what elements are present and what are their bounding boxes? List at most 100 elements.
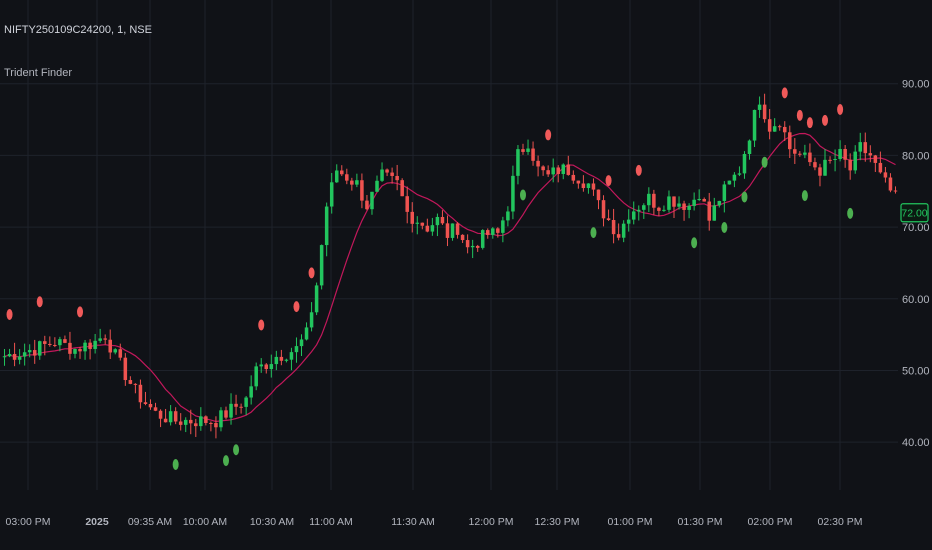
candle-body bbox=[742, 154, 747, 174]
candle-body bbox=[460, 234, 465, 241]
candle-body bbox=[234, 403, 238, 407]
candle-body bbox=[606, 218, 611, 221]
candle-body bbox=[299, 339, 304, 347]
candle-body bbox=[833, 158, 837, 160]
candle-body bbox=[239, 406, 243, 408]
candle-body bbox=[712, 205, 717, 221]
x-tick-label: 10:00 AM bbox=[183, 516, 227, 528]
candle-body bbox=[88, 342, 92, 349]
indicator-label[interactable]: Trident Finder bbox=[4, 67, 73, 79]
sell-signal-marker bbox=[77, 306, 84, 318]
candle-body bbox=[319, 245, 324, 286]
candle-body bbox=[334, 170, 339, 183]
candle-body bbox=[586, 183, 591, 189]
buy-signal-marker bbox=[721, 221, 728, 233]
candle-body bbox=[652, 193, 656, 208]
x-tick-label: 09:35 AM bbox=[128, 516, 172, 528]
sell-signal-marker bbox=[781, 87, 788, 99]
candle-body bbox=[445, 223, 450, 238]
candle-body bbox=[803, 152, 807, 155]
candle-body bbox=[465, 240, 470, 248]
candle-body bbox=[37, 341, 42, 356]
y-tick-label: 60.00 bbox=[902, 294, 930, 306]
candle-body bbox=[571, 174, 576, 181]
y-tick-label: 80.00 bbox=[902, 150, 930, 162]
candle-body bbox=[450, 223, 455, 238]
candle-body bbox=[420, 222, 425, 226]
candle-body bbox=[53, 344, 57, 346]
candle-body bbox=[531, 148, 535, 161]
candle-body bbox=[757, 104, 762, 110]
candle-body bbox=[219, 410, 223, 428]
y-axis[interactable]: 40.00 50.00 60.00 70.00 80.00 90.00 bbox=[902, 79, 930, 449]
candle-body bbox=[566, 164, 571, 175]
candle-body bbox=[858, 142, 863, 152]
x-axis[interactable]: 03:00 PM 2025 09:35 AM 10:00 AM 10:30 AM 11:0… bbox=[6, 516, 863, 528]
sell-signal-marker bbox=[36, 296, 43, 308]
candle-body bbox=[7, 353, 12, 357]
candle-body bbox=[727, 180, 732, 185]
candle-body bbox=[183, 419, 188, 425]
candle-body bbox=[27, 350, 32, 353]
candle-body bbox=[541, 166, 545, 171]
candle-body bbox=[818, 167, 822, 176]
buy-signal-marker bbox=[172, 459, 179, 471]
candle-body bbox=[581, 183, 586, 189]
sell-signal-marker bbox=[837, 104, 844, 116]
x-tick-label: 11:00 AM bbox=[309, 516, 353, 528]
candle-body bbox=[385, 169, 389, 173]
candle-body bbox=[621, 223, 626, 238]
sell-signal-marker bbox=[258, 319, 265, 331]
x-tick-label: 02:30 PM bbox=[818, 516, 863, 528]
candle-body bbox=[229, 403, 233, 418]
candle-body bbox=[138, 384, 143, 403]
y-tick-label: 90.00 bbox=[902, 79, 930, 91]
candle-body bbox=[12, 353, 17, 360]
buy-signal-marker bbox=[741, 191, 748, 203]
candle-body bbox=[697, 198, 701, 200]
candle-body bbox=[324, 206, 329, 246]
candle-body bbox=[194, 423, 198, 427]
x-tick-label: 01:30 PM bbox=[678, 516, 723, 528]
candle-body bbox=[848, 159, 852, 171]
candle-body bbox=[58, 339, 62, 346]
buy-signal-marker bbox=[691, 237, 698, 249]
sell-signal-marker bbox=[545, 129, 552, 141]
candle-body bbox=[340, 170, 344, 175]
candle-body bbox=[863, 142, 868, 154]
symbol-title[interactable]: NIFTY250109C24200, 1, NSE bbox=[4, 24, 152, 36]
candle-body bbox=[350, 180, 354, 185]
candle-body bbox=[642, 205, 646, 210]
candle-body bbox=[576, 180, 581, 184]
candle-body bbox=[153, 407, 158, 411]
candle-body bbox=[662, 209, 666, 211]
candle-body bbox=[496, 228, 500, 233]
candle-body bbox=[843, 148, 847, 160]
candle-body bbox=[868, 153, 873, 156]
candle-body bbox=[158, 410, 163, 419]
candle-body bbox=[823, 159, 827, 176]
candle-body bbox=[788, 132, 792, 150]
candle-body bbox=[329, 182, 334, 207]
candle-body bbox=[48, 343, 52, 345]
candle-body bbox=[2, 356, 7, 358]
buy-signal-marker bbox=[761, 156, 768, 168]
candle-body bbox=[480, 230, 485, 248]
candle-body bbox=[22, 352, 27, 357]
candle-body bbox=[687, 205, 691, 210]
x-tick-label: 12:30 PM bbox=[535, 516, 580, 528]
candle-body bbox=[732, 174, 737, 181]
candle-body bbox=[264, 364, 269, 370]
candle-body bbox=[163, 418, 168, 423]
signal-markers-layer bbox=[6, 87, 854, 471]
candle-body bbox=[133, 383, 138, 385]
buy-signal-marker bbox=[233, 444, 240, 456]
sell-signal-marker bbox=[635, 164, 642, 176]
candle-body bbox=[782, 126, 787, 133]
candle-body bbox=[415, 222, 420, 224]
moving-average-line bbox=[4, 132, 896, 423]
candle-body bbox=[98, 338, 102, 341]
candle-body bbox=[168, 411, 173, 423]
